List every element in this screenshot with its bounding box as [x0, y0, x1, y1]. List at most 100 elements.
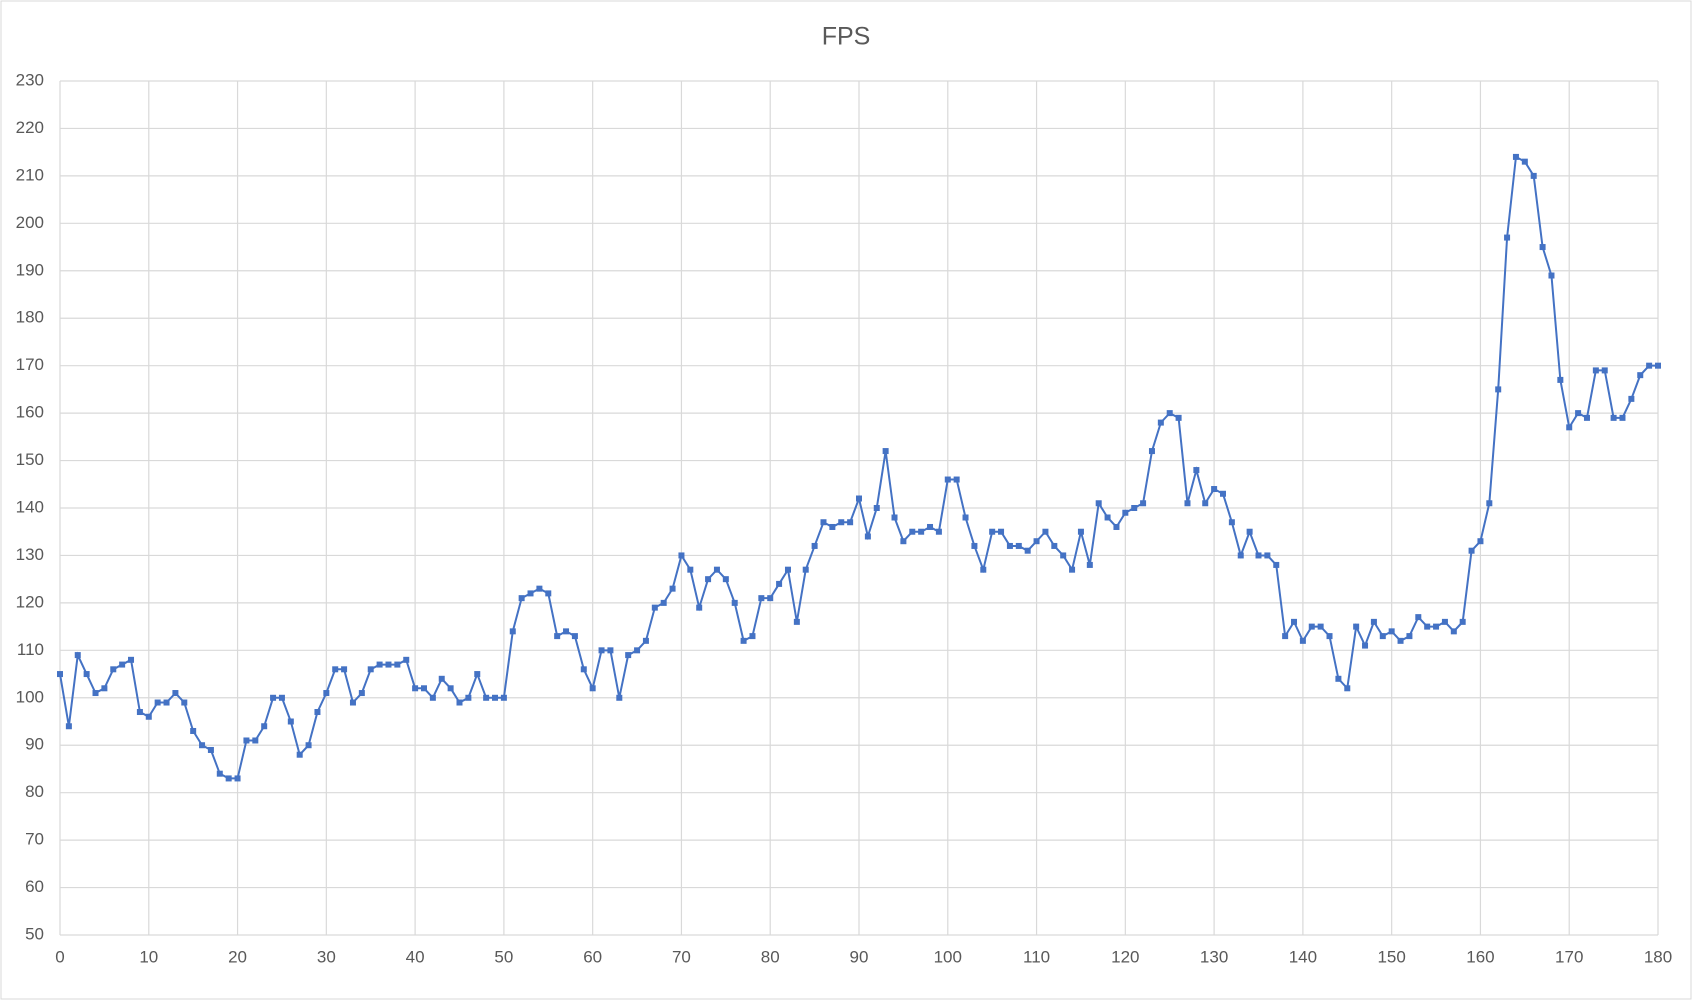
data-point [1122, 509, 1129, 516]
x-tick-label: 110 [1023, 947, 1050, 966]
data-point [971, 542, 978, 549]
x-tick-label: 80 [761, 947, 780, 966]
data-point [1512, 153, 1519, 160]
data-point [207, 746, 214, 753]
data-point [1264, 552, 1271, 559]
data-point [1291, 618, 1298, 625]
data-point [323, 690, 330, 697]
x-tick-label: 60 [583, 947, 602, 966]
y-tick-label: 110 [17, 640, 44, 659]
y-tick-label: 150 [16, 450, 44, 469]
data-point [1610, 414, 1617, 421]
x-tick-label: 90 [850, 947, 869, 966]
data-point [1006, 542, 1013, 549]
data-point [1379, 633, 1386, 640]
data-point [1566, 424, 1573, 431]
data-point [1441, 618, 1448, 625]
y-tick-label: 140 [16, 497, 44, 516]
data-point [678, 552, 685, 559]
data-point [1131, 505, 1138, 511]
data-point [438, 675, 445, 682]
data-point [660, 599, 667, 606]
data-point [989, 528, 996, 535]
data-point [1077, 528, 1084, 535]
data-point [199, 742, 206, 749]
data-point [1255, 552, 1262, 559]
data-point [1521, 158, 1528, 165]
data-point [447, 685, 454, 692]
data-point [1184, 500, 1191, 507]
data-point [891, 514, 898, 521]
data-point [1202, 500, 1209, 507]
data-point [1486, 500, 1493, 507]
data-point [1637, 372, 1644, 379]
data-point [420, 685, 427, 692]
data-point [270, 694, 277, 701]
data-point [1504, 234, 1511, 241]
data-point [776, 580, 783, 587]
data-point [731, 599, 738, 606]
x-tick-label: 10 [139, 947, 158, 966]
data-point [1140, 500, 1147, 507]
data-point [57, 671, 63, 678]
data-point [74, 652, 81, 659]
data-point [1237, 552, 1244, 559]
data-point [429, 694, 436, 701]
x-tick-label: 20 [228, 947, 247, 966]
data-point [483, 694, 490, 701]
data-point [740, 637, 747, 644]
data-point [1353, 623, 1360, 630]
data-point [687, 566, 694, 573]
data-point [1628, 395, 1635, 402]
data-point [784, 566, 791, 573]
data-point [1388, 628, 1395, 635]
data-point [980, 566, 987, 573]
data-point [136, 709, 143, 716]
data-point [642, 637, 649, 644]
data-point [296, 751, 303, 758]
data-point [332, 666, 339, 673]
data-point [1655, 362, 1661, 369]
data-point [1282, 633, 1289, 640]
data-point [1326, 633, 1333, 640]
data-point [882, 448, 889, 455]
data-point [509, 628, 516, 635]
data-point [873, 505, 880, 511]
data-point [1450, 628, 1457, 635]
data-point [944, 476, 951, 483]
data-point [793, 618, 800, 625]
data-point [305, 742, 312, 749]
y-tick-label: 180 [16, 308, 44, 327]
data-point [598, 647, 605, 654]
y-tick-label: 200 [16, 213, 44, 232]
data-point [669, 585, 676, 592]
data-point [554, 633, 561, 640]
data-point [758, 595, 765, 602]
data-point [1308, 623, 1315, 630]
data-point [358, 690, 365, 697]
data-point [1646, 362, 1653, 369]
data-point [1095, 500, 1102, 507]
data-point [1539, 244, 1546, 251]
data-point [110, 666, 117, 673]
x-tick-label: 140 [1289, 947, 1317, 966]
data-point [1397, 637, 1404, 644]
data-point [909, 528, 916, 535]
data-point [1104, 514, 1111, 521]
data-point [705, 576, 712, 583]
data-point [696, 604, 703, 611]
data-point [1362, 642, 1369, 649]
data-point [589, 685, 596, 692]
data-point [225, 775, 232, 782]
data-point [935, 528, 942, 535]
data-point [234, 775, 241, 782]
data-point [767, 595, 774, 602]
data-point [1548, 272, 1555, 279]
data-point [314, 709, 321, 716]
data-point [1166, 410, 1173, 417]
x-tick-label: 0 [55, 947, 64, 966]
y-tick-label: 120 [16, 592, 44, 611]
data-point [1148, 448, 1155, 455]
data-point [252, 737, 259, 744]
y-tick-label: 60 [25, 877, 44, 896]
